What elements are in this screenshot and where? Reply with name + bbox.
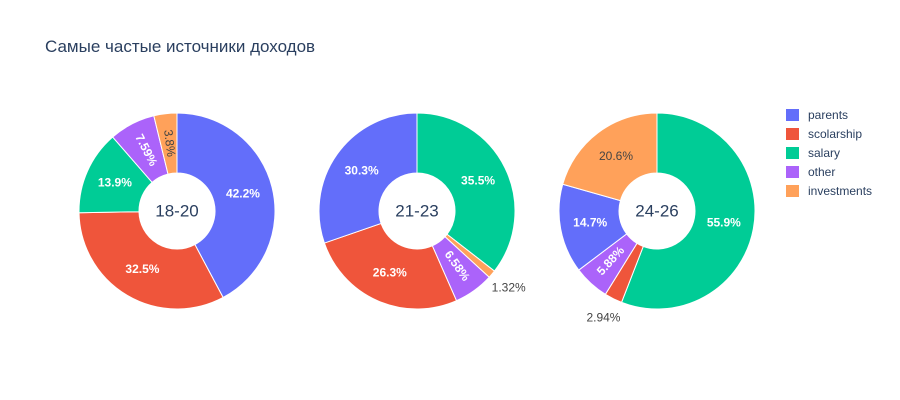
pie-chart-18-20: 42.2%32.5%13.9%7.59% 3.8%18-20: [78, 112, 276, 310]
slice-label-investments: 3.8%: [161, 129, 178, 158]
legend-item-salary[interactable]: salary: [786, 146, 840, 160]
slice-investments[interactable]: [153, 112, 178, 175]
legend-swatch: [786, 185, 799, 197]
legend-label: scolarship: [808, 127, 862, 141]
legend-item-scolarship[interactable]: scolarship: [786, 127, 862, 141]
slice-salary[interactable]: [620, 112, 756, 310]
pie-center-label: 18-20: [155, 201, 198, 220]
legend-label: investments: [808, 184, 872, 198]
slice-salary[interactable]: [416, 112, 516, 272]
slice-parents[interactable]: [176, 112, 276, 299]
slice-label-scolarship: 32.5%: [125, 262, 159, 276]
legend-item-other[interactable]: other: [786, 165, 835, 179]
pie-center-label: 21-23: [395, 201, 438, 220]
slice-scolarship[interactable]: [78, 211, 224, 310]
slice-label-salary: 13.9%: [98, 176, 132, 190]
legend: parents scolarship salary other investments: [786, 108, 872, 198]
chart-title: Самые частые источники доходов: [45, 37, 315, 56]
pie-chart-24-26: 55.9%2.94%5.88%14.7%20.6%24-26: [558, 112, 756, 325]
slice-label-salary: 55.9%: [707, 216, 741, 230]
legend-swatch: [786, 109, 799, 121]
legend-item-investments[interactable]: investments: [786, 184, 872, 198]
slice-label-parents: 42.2%: [226, 187, 260, 201]
legend-label: parents: [808, 108, 848, 122]
slice-parents[interactable]: [318, 112, 418, 244]
slice-label-salary: 35.5%: [461, 173, 495, 187]
pie-center-label: 24-26: [635, 201, 678, 220]
pie-charts: 42.2%32.5%13.9%7.59% 3.8%18-2035.5%1.32%6…: [78, 112, 756, 325]
slice-label-scolarship: 2.94%: [586, 311, 620, 325]
slice-label-investments: 1.32%: [492, 281, 526, 295]
pie-chart-21-23: 35.5%1.32%6.58%26.3%30.3%21-23: [318, 112, 526, 310]
legend-swatch: [786, 166, 799, 178]
slice-scolarship[interactable]: [323, 222, 458, 310]
slice-label-investments: 20.6%: [599, 149, 633, 163]
legend-label: salary: [808, 146, 840, 160]
slice-label-scolarship: 26.3%: [373, 265, 407, 279]
legend-swatch: [786, 147, 799, 159]
slice-label-parents: 14.7%: [573, 216, 607, 230]
slice-investments[interactable]: [562, 112, 658, 202]
legend-item-parents[interactable]: parents: [786, 108, 848, 122]
legend-swatch: [786, 128, 799, 140]
legend-label: other: [808, 165, 835, 179]
slice-label-parents: 30.3%: [345, 164, 379, 178]
